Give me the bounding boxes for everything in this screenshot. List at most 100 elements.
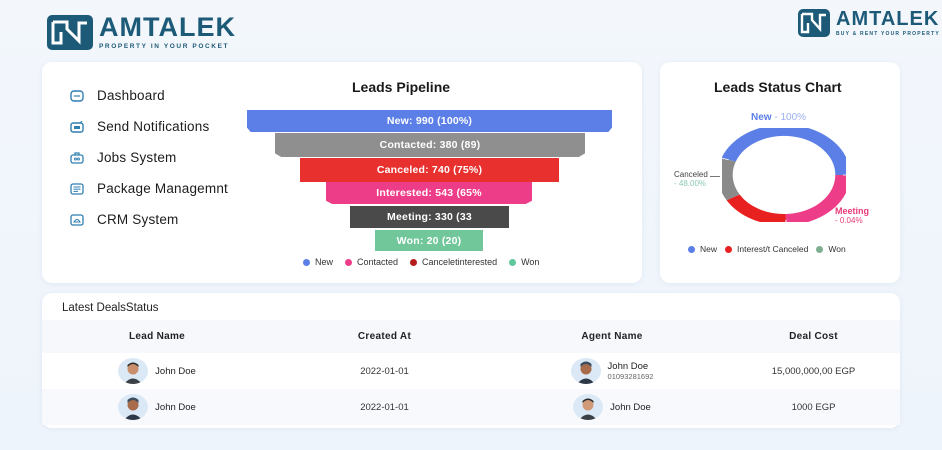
- legend-dot-icon: [816, 245, 824, 253]
- donut-label-canceled: Canceled - 48.00%: [674, 170, 708, 188]
- deal-cost-cell: 1000 EGP: [791, 401, 836, 413]
- avatar: [118, 358, 149, 384]
- logo-mark-icon: [47, 14, 93, 50]
- agent-cell: John Doe 01093281692: [497, 358, 727, 384]
- deal-cost-cell: 15,000,000,00 EGP: [771, 365, 856, 377]
- funnel-segment-new[interactable]: New: 990 (100%): [247, 110, 612, 132]
- sidebar-nav: Dashboard Send Notifications Jobs System…: [70, 80, 228, 235]
- sidebar-item-package-management[interactable]: Package Managemnt: [70, 173, 228, 204]
- brand-logo-left[interactable]: AMTALEK PROPERTY IN YOUR POCKET: [47, 14, 236, 50]
- legend-item-canceletinterested[interactable]: Canceletinterested: [410, 257, 497, 267]
- donut-label-meeting: Meeting - 0.04%: [835, 206, 869, 226]
- label-value: - 0.04%: [835, 216, 863, 226]
- latest-deals-card: Latest DealsStatus Lead Name Created At …: [42, 293, 900, 428]
- agent-phone: 01093281692: [607, 372, 654, 381]
- legend-label: New: [315, 257, 334, 267]
- deals-title: Latest DealsStatus: [62, 302, 159, 314]
- pipeline-legend: New Contacted Canceletinterested Won: [303, 257, 551, 267]
- agent-cell: John Doe: [497, 394, 727, 420]
- funnel-segment-meeting[interactable]: Meeting: 330 (33: [350, 206, 509, 228]
- sidebar-item-jobs-system[interactable]: Jobs System: [70, 142, 228, 173]
- legend-dot-icon: [303, 258, 310, 266]
- status-donut-chart[interactable]: [722, 128, 846, 222]
- legend-item-contacted[interactable]: Contacted: [345, 257, 398, 267]
- lead-cell: John Doe: [42, 358, 272, 384]
- sidebar-item-dashboard[interactable]: Dashboard: [70, 80, 228, 111]
- column-header-agent-name[interactable]: Agent Name: [581, 331, 643, 342]
- label-value: - 48.00%: [674, 179, 707, 189]
- label-name: Meeting: [835, 206, 870, 216]
- canceled-leader-line: [710, 176, 720, 177]
- legend-dot-icon: [410, 258, 418, 266]
- legend-label: New: [700, 244, 718, 254]
- created-at-cell: 2022-01-01: [360, 401, 409, 413]
- column-header-lead-name[interactable]: Lead Name: [128, 331, 186, 342]
- legend-dot-icon: [725, 245, 733, 253]
- deals-table: Lead Name Created At Agent Name Deal Cos…: [42, 320, 900, 425]
- funnel-label: Won: 20 (20): [396, 234, 462, 247]
- legend-item-new[interactable]: New: [303, 257, 333, 267]
- legend-item-interest-canceled[interactable]: Interest/t Canceled: [725, 244, 808, 254]
- sidebar-item-label: CRM System: [97, 212, 179, 227]
- legend-label: Won: [521, 257, 540, 267]
- column-header-deal-cost[interactable]: Deal Cost: [789, 331, 838, 342]
- sidebar-item-crm-system[interactable]: CRM System: [70, 204, 228, 235]
- agent-name: John Doe: [607, 361, 649, 372]
- avatar: [573, 394, 604, 420]
- funnel-segment-contacted[interactable]: Contacted: 380 (89): [275, 133, 585, 157]
- sidebar-item-label: Dashboard: [97, 88, 165, 103]
- brand-name: AMTALEK: [99, 12, 236, 42]
- sidebar-item-label: Jobs System: [97, 150, 177, 165]
- table-row[interactable]: John Doe 2022-01-01 John Doe 1000 EGP: [42, 389, 900, 425]
- label-name: New: [751, 112, 772, 123]
- table-row[interactable]: John Doe 2022-01-01 John Doe 01093281692…: [42, 353, 900, 389]
- funnel-segment-won[interactable]: Won: 20 (20): [375, 230, 483, 251]
- avatar: [570, 358, 601, 384]
- brand-tagline: PROPERTY IN YOUR POCKET: [99, 43, 230, 50]
- column-header-created-at[interactable]: Created At: [357, 331, 412, 342]
- dashboard-icon: [70, 89, 84, 102]
- legend-label: Interest/t Canceled: [737, 244, 809, 254]
- legend-dot-icon: [345, 258, 353, 266]
- agent-name: John Doe: [610, 401, 651, 413]
- sidebar-item-send-notifications[interactable]: Send Notifications: [70, 111, 228, 142]
- legend-dot-icon: [688, 245, 695, 253]
- logo-mark-icon: [798, 9, 830, 37]
- status-chart-card: Leads Status Chart New - 100% Canceled -…: [660, 62, 900, 283]
- funnel-label: New: 990 (100%): [386, 115, 473, 127]
- package-icon: [70, 182, 84, 195]
- pipeline-card: Dashboard Send Notifications Jobs System…: [42, 62, 642, 283]
- legend-item-won[interactable]: Won: [509, 257, 539, 267]
- brand-tagline: BUY & RENT YOUR PROPERTY: [836, 31, 940, 37]
- brand-logo-right[interactable]: AMTALEK BUY & RENT YOUR PROPERTY: [798, 9, 940, 37]
- jobs-icon: [70, 151, 84, 164]
- legend-item-won[interactable]: Won: [816, 244, 846, 254]
- avatar: [118, 394, 149, 420]
- crm-icon: [70, 213, 84, 226]
- funnel-label: Contacted: 380 (89): [379, 139, 481, 151]
- pipeline-title: Leads Pipeline: [352, 79, 451, 95]
- legend-label: Canceletinterested: [422, 257, 498, 267]
- funnel-label: Interested: 543 (65%: [376, 187, 482, 199]
- created-at-cell: 2022-01-01: [360, 365, 409, 377]
- funnel-label: Canceled: 740 (75%): [376, 164, 483, 176]
- brand-name: AMTALEK: [836, 8, 940, 30]
- legend-item-new[interactable]: New: [688, 244, 717, 254]
- status-legend: New Interest/t Canceled Won: [688, 244, 858, 254]
- label-name: Canceled: [674, 170, 708, 179]
- lead-name: John Doe: [155, 401, 196, 413]
- donut-label-new: New - 100%: [751, 112, 806, 124]
- funnel-segment-interested[interactable]: Interested: 543 (65%: [326, 182, 532, 204]
- table-header: Lead Name Created At Agent Name Deal Cos…: [42, 320, 900, 353]
- notifications-icon: [70, 120, 84, 133]
- label-value: - 100%: [774, 112, 807, 123]
- lead-name: John Doe: [155, 365, 196, 377]
- sidebar-item-label: Send Notifications: [97, 119, 210, 134]
- lead-cell: John Doe: [42, 394, 272, 420]
- legend-label: Contacted: [357, 257, 399, 267]
- funnel-label: Meeting: 330 (33: [387, 211, 472, 223]
- legend-dot-icon: [509, 258, 517, 266]
- funnel-segment-canceled[interactable]: Canceled: 740 (75%): [300, 158, 559, 182]
- status-chart-title: Leads Status Chart: [714, 79, 842, 95]
- sidebar-item-label: Package Managemnt: [97, 181, 228, 196]
